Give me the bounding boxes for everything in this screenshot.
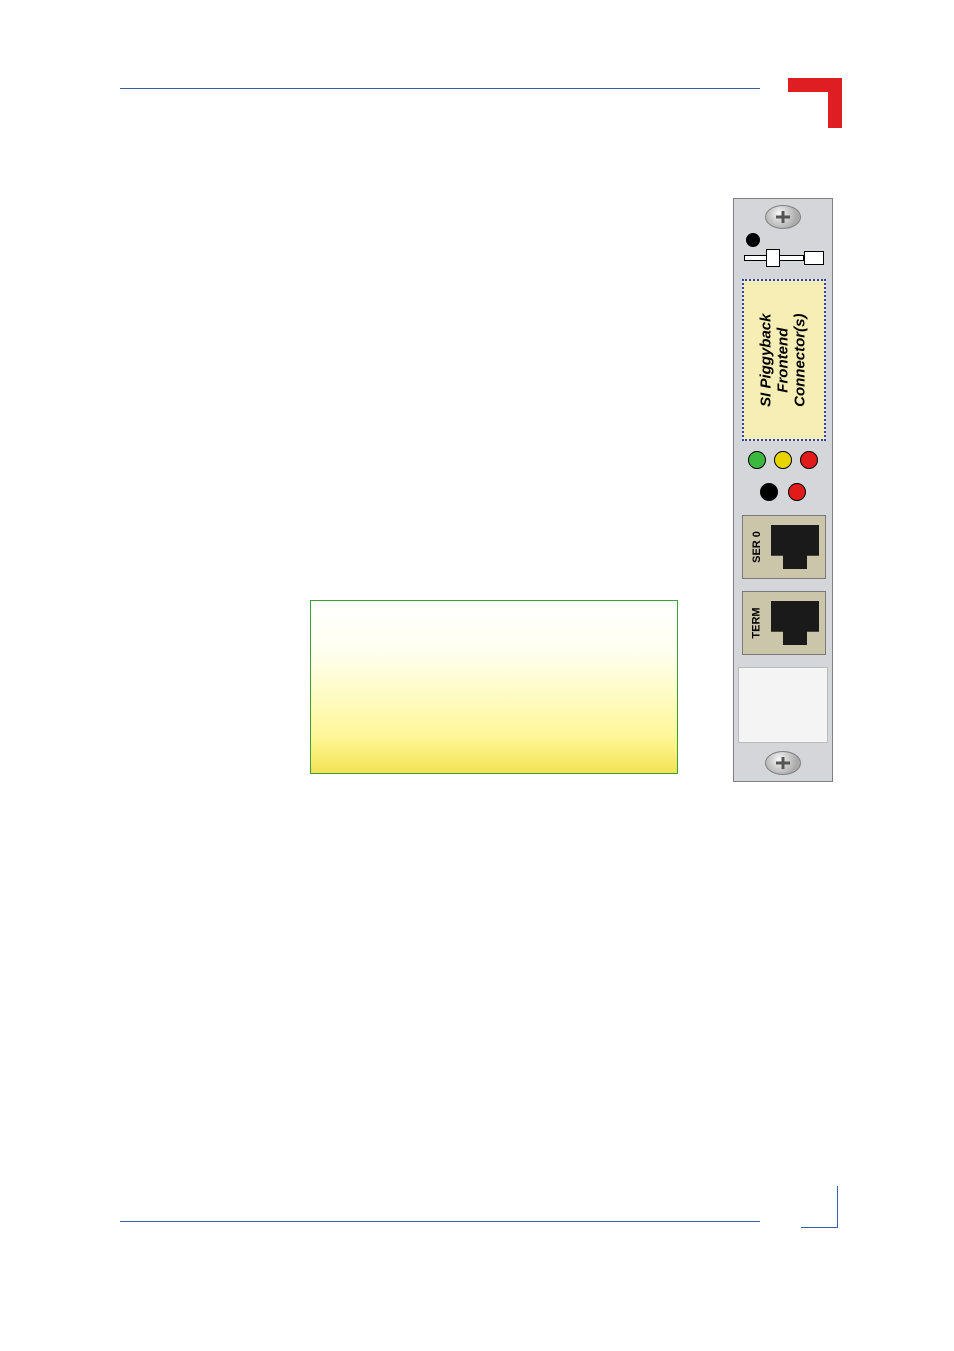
indicator-dot-icon [746,233,760,247]
led-red-2-icon [788,483,806,501]
front-panel: SI Piggyback Frontend Connector(s) SER 0… [733,198,833,782]
port-term: TERM [742,591,826,655]
note-box [310,600,678,774]
rj-body [771,601,819,645]
screw-slot-v [782,211,785,223]
corner-mark-v [828,78,842,128]
blank-area [738,667,828,743]
led-row-2 [734,483,832,501]
screw-slot-v [782,757,785,769]
handle-end [804,251,824,265]
screw-top-icon [765,205,801,229]
port-ser0: SER 0 [742,515,826,579]
port-term-label: TERM [751,607,763,638]
led-black-icon [760,483,778,501]
piggyback-line3: Connector(s) [791,313,808,406]
led-row-1 [734,451,832,469]
piggyback-line2: Frontend [775,327,792,392]
piggyback-line1: SI Piggyback [758,313,775,406]
led-green-icon [748,451,766,469]
port-ser0-label: SER 0 [751,531,763,563]
piggyback-placeholder: SI Piggyback Frontend Connector(s) [742,279,826,441]
bottom-rule [120,1221,760,1222]
rj-jack-ser0-icon [771,525,819,569]
bottom-corner-v [837,1186,838,1228]
handle-box [766,249,780,267]
led-yellow-icon [774,451,792,469]
corner-mark [788,78,838,128]
rj-jack-term-icon [771,601,819,645]
top-rule [120,88,760,89]
rj-body [771,525,819,569]
piggyback-label: SI Piggyback Frontend Connector(s) [759,313,809,406]
screw-bottom-icon [765,751,801,775]
handle-icon [744,249,824,267]
led-red-icon [800,451,818,469]
bottom-corner-h [801,1227,838,1228]
